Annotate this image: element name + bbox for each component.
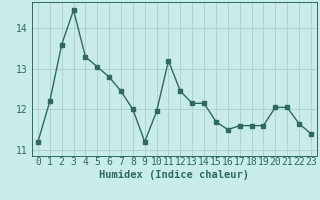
X-axis label: Humidex (Indice chaleur): Humidex (Indice chaleur) (100, 170, 249, 180)
